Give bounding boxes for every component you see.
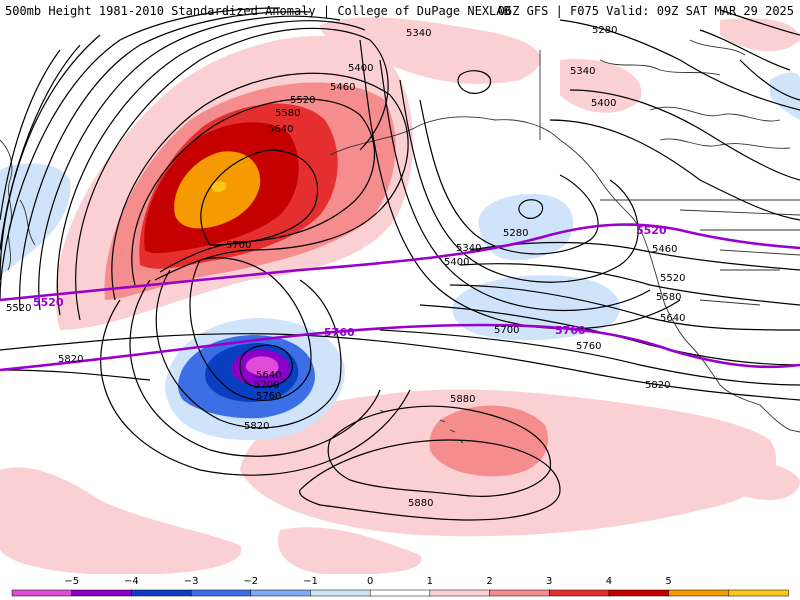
negative-anomaly-area	[245, 356, 279, 376]
contour-label: 5520	[660, 273, 685, 284]
colorbar-swatch	[548, 589, 610, 597]
colorbar-tick-label: −3	[184, 576, 199, 587]
contour-label: 5820	[244, 421, 269, 432]
negative-anomaly-area	[478, 194, 574, 261]
colorbar-swatch	[11, 589, 73, 597]
contour-label: 5340	[570, 66, 595, 77]
colorbar-swatch	[131, 589, 192, 597]
contour-5760	[0, 323, 800, 372]
highlight-contour-label: 5760	[555, 324, 586, 337]
highlight-label-group: 5520 5520 5760 5760	[33, 224, 667, 339]
contour-label: 5760	[256, 391, 281, 402]
contour-label: 5280	[503, 228, 528, 239]
model-run-info: 06Z GFS | F075 Valid: 09Z SAT MAR 29 202…	[497, 4, 794, 18]
contour-label: 5340	[406, 28, 431, 39]
colorbar-tick-label: 2	[486, 576, 492, 587]
contour-label: 5700	[494, 325, 519, 336]
colorbar-tick-label: −5	[64, 576, 79, 587]
highlight-contours	[0, 223, 800, 372]
colorbar-swatch	[250, 589, 312, 597]
contour-label: 5760	[576, 341, 601, 352]
colorbar-swatch	[489, 589, 550, 597]
contour-label: 5460	[652, 244, 677, 255]
highlight-contour-label: 5520	[636, 224, 667, 237]
contour-label: 5640	[660, 313, 685, 324]
positive-anomaly-area	[278, 527, 422, 575]
contour-label: 5700	[226, 240, 251, 251]
colorbar-tick-label: −4	[124, 576, 139, 587]
contour-label: 5400	[591, 98, 616, 109]
contour-label: 5640	[268, 124, 293, 135]
colorbar-swatch	[190, 589, 252, 597]
positive-anomaly-area	[320, 17, 541, 84]
positive-anomaly-area	[0, 467, 242, 575]
colorbar-swatch	[310, 589, 371, 597]
contour-label-group: 5340 5400 5460 5520 5580 5640 5700 5280 …	[6, 25, 685, 509]
colorbar-swatch	[728, 589, 789, 597]
colorbar-tick-label: 0	[367, 576, 373, 587]
contour-label: 5580	[656, 292, 681, 303]
colorbar-swatch	[608, 589, 670, 597]
colorbar-tick-label: 4	[606, 576, 612, 587]
contour-label: 5520	[6, 303, 31, 314]
contour-label: 5820	[58, 354, 83, 365]
colorbar-swatch	[369, 589, 431, 597]
highlight-contour-label: 5760	[324, 326, 355, 339]
contour-label: 5880	[450, 394, 475, 405]
positive-anomaly-area	[429, 405, 549, 477]
highlight-contour-label: 5520	[33, 296, 64, 309]
colorbar-swatch	[429, 589, 491, 597]
colorbar-swatch	[71, 589, 133, 597]
colorbar: −5 −4 −3 −2 −1 0 1 2 3 4 5	[11, 576, 789, 597]
anomaly-shading	[0, 17, 800, 575]
map-title: 500mb Height 1981-2010 Standardized Anom…	[5, 4, 511, 18]
colorbar-tick-label: −2	[243, 576, 258, 587]
contour-5520	[0, 223, 800, 302]
negative-anomaly-area	[0, 163, 71, 275]
contour-label: 5280	[592, 25, 617, 36]
contour-label: 5460	[330, 82, 355, 93]
colorbar-tick-label: 5	[665, 576, 671, 587]
colorbar-swatch	[668, 589, 730, 597]
contour-label: 5340	[456, 243, 481, 254]
contour-label: 5400	[348, 63, 373, 74]
positive-anomaly-area	[560, 59, 642, 113]
positive-anomaly-area	[211, 181, 227, 193]
colorbar-tick-label: −1	[303, 576, 318, 587]
positive-anomaly-area	[720, 18, 800, 52]
positive-anomaly-area	[718, 458, 800, 500]
contour-label: 5400	[444, 257, 469, 268]
contour-label: 5640	[256, 370, 281, 381]
contour-label: 5700	[254, 380, 279, 391]
contour-label: 5520	[290, 95, 315, 106]
contour-label: 5880	[408, 498, 433, 509]
colorbar-tick-label: 1	[427, 576, 433, 587]
contour-label: 5820	[645, 380, 670, 391]
contour-label: 5580	[275, 108, 300, 119]
colorbar-tick-label: 3	[546, 576, 552, 587]
